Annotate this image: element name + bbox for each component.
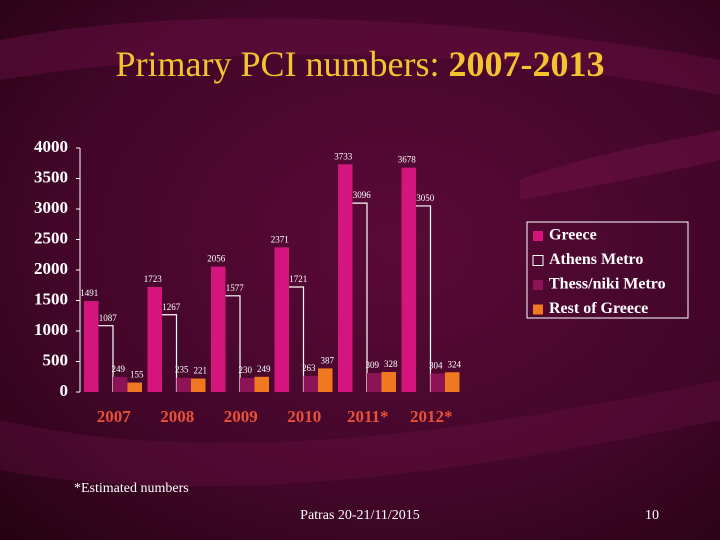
swoosh xyxy=(520,130,720,200)
value-label: 2371 xyxy=(271,234,289,244)
value-label: 1267 xyxy=(162,302,181,312)
legend-label: Greece xyxy=(549,227,597,244)
bar xyxy=(225,295,241,392)
value-label: 249 xyxy=(257,364,271,374)
chart: 0 500 1000 1500 2000 2500 3000 3500 4000 2007 1491… xyxy=(34,137,689,426)
bar xyxy=(289,286,305,392)
y-tick-label: 1000 xyxy=(34,320,68,339)
y-tick-label: 3500 xyxy=(34,167,68,186)
value-label: 1087 xyxy=(99,313,118,323)
bar xyxy=(303,375,318,392)
bar xyxy=(445,372,460,392)
footnote: *Estimated numbers xyxy=(74,481,189,496)
bar xyxy=(352,202,368,392)
slide-title: Primary PCI numbers: 2007-2013 xyxy=(116,44,605,84)
legend-box xyxy=(526,221,689,319)
bar xyxy=(98,325,114,392)
bar xyxy=(338,164,353,392)
value-label: 304 xyxy=(429,361,443,371)
legend-swatch xyxy=(533,304,543,315)
page-number: 10 xyxy=(645,508,659,523)
value-label: 155 xyxy=(130,370,144,380)
y-tick-label: 2500 xyxy=(34,228,68,247)
value-label: 249 xyxy=(112,364,126,374)
value-label: 324 xyxy=(448,359,462,369)
bar xyxy=(211,266,226,392)
title-years: 2007-2013 xyxy=(448,44,604,84)
value-label: 221 xyxy=(194,366,208,376)
bar xyxy=(191,378,206,392)
swoosh xyxy=(0,380,720,487)
footer: Patras 20-21/11/2015 xyxy=(300,508,420,523)
legend-swatch xyxy=(532,255,544,266)
bar xyxy=(147,286,162,392)
x-tick-label: 2012* xyxy=(410,407,453,426)
value-label: 387 xyxy=(321,355,335,365)
bar xyxy=(176,377,191,392)
bar xyxy=(127,382,142,392)
value-label: 3096 xyxy=(353,190,372,200)
bar xyxy=(240,377,255,392)
y-tick-label: 0 xyxy=(60,381,69,400)
y-tick-label: 1500 xyxy=(34,289,68,308)
legend-swatch xyxy=(533,231,543,241)
value-label: 3678 xyxy=(398,155,417,165)
bar xyxy=(274,247,289,392)
value-label: 328 xyxy=(384,359,398,369)
title-text: Primary PCI numbers: xyxy=(116,44,440,84)
value-label: 1491 xyxy=(80,288,98,298)
bar xyxy=(84,301,99,392)
value-label: 3733 xyxy=(334,151,353,161)
x-tick-label: 2008 xyxy=(160,407,194,426)
value-label: 309 xyxy=(366,360,380,370)
x-tick-label: 2011* xyxy=(347,407,389,426)
y-tick-label: 4000 xyxy=(34,137,68,156)
bar xyxy=(113,376,128,392)
y-tick-label: 2000 xyxy=(34,259,68,278)
value-label: 3050 xyxy=(416,193,435,203)
bar xyxy=(367,373,382,392)
value-label: 230 xyxy=(239,365,253,375)
value-label: 2056 xyxy=(207,254,226,264)
legend-label: Thess/niki Metro xyxy=(549,276,666,293)
bar xyxy=(430,373,445,392)
x-tick-label: 2009 xyxy=(224,407,258,426)
y-tick-label: 3000 xyxy=(34,198,68,217)
legend-swatch xyxy=(533,280,543,290)
bar xyxy=(381,371,396,392)
y-tick-label: 500 xyxy=(43,350,69,369)
swoosh xyxy=(0,18,720,95)
bar xyxy=(162,314,178,392)
value-label: 1723 xyxy=(144,274,163,284)
value-label: 263 xyxy=(302,363,316,373)
value-label: 1577 xyxy=(226,283,245,293)
bar xyxy=(254,376,269,392)
bar xyxy=(318,368,333,392)
bar xyxy=(416,205,432,392)
value-label: 1721 xyxy=(289,274,307,284)
x-tick-label: 2007 xyxy=(97,407,132,426)
legend-label: Rest of Greece xyxy=(549,300,648,317)
value-label: 235 xyxy=(175,365,189,375)
legend-label: Athens Metro xyxy=(549,251,643,268)
x-tick-label: 2010 xyxy=(287,407,321,426)
bar xyxy=(401,167,416,392)
